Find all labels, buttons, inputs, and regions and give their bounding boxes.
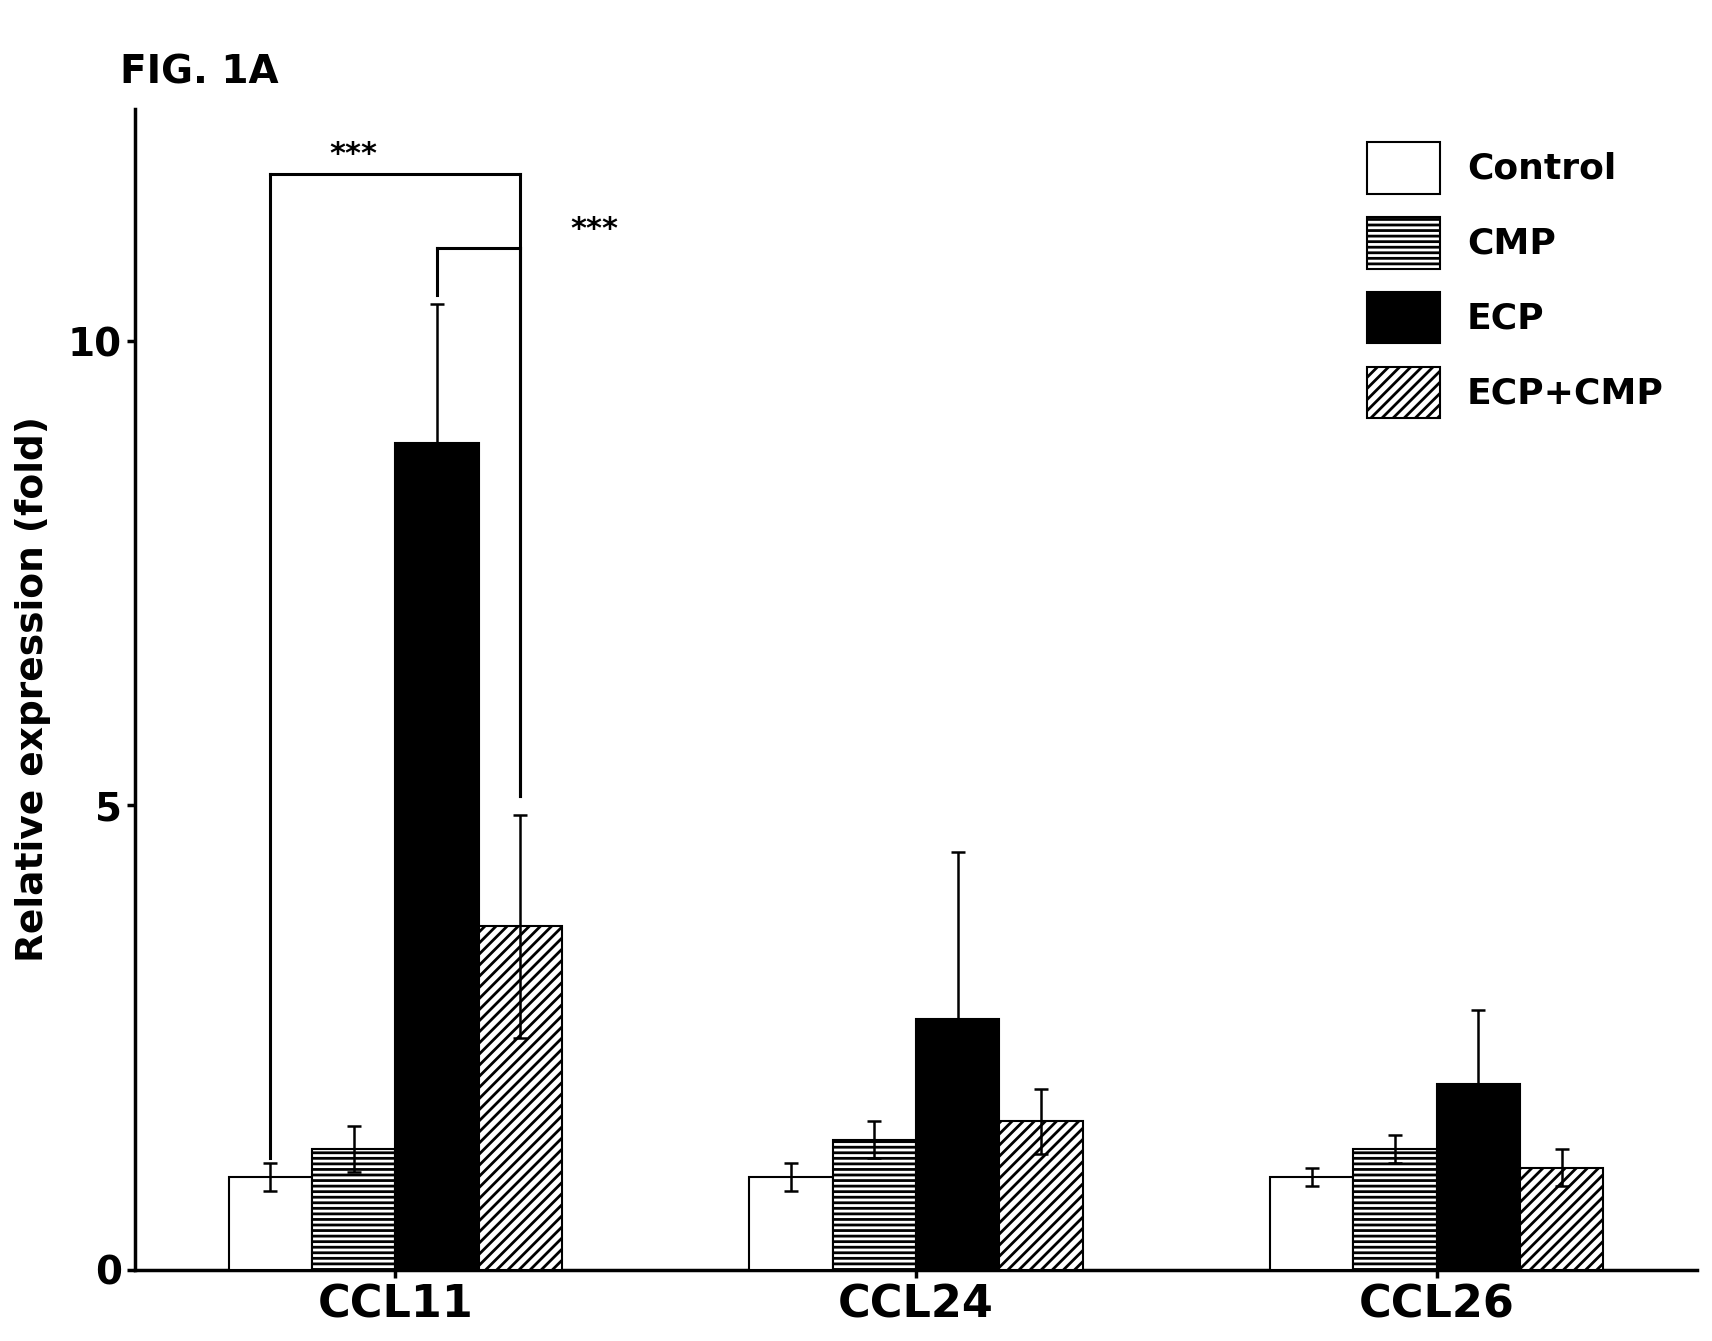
Bar [229,1177,312,1270]
Bar [312,1149,395,1270]
Bar [1354,1149,1436,1270]
Legend: Control, CMP, ECP, ECP+CMP: Control, CMP, ECP, ECP+CMP [1351,126,1681,434]
Bar [1270,1177,1354,1270]
Bar [916,1019,1000,1270]
Bar [832,1140,916,1270]
Bar [750,1177,832,1270]
Bar [1520,1168,1602,1270]
Text: ***: *** [330,141,378,169]
Text: ***: *** [570,215,618,244]
Bar [1436,1084,1520,1270]
Bar [1000,1121,1082,1270]
Y-axis label: Relative expression (fold): Relative expression (fold) [15,416,51,963]
Bar [479,927,562,1270]
Bar [395,444,479,1270]
Text: FIG. 1A: FIG. 1A [120,54,279,91]
